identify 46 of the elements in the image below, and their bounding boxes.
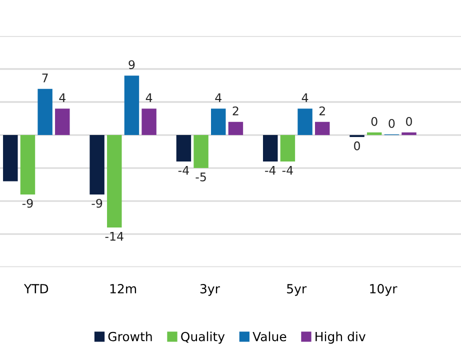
data-label: -5	[196, 172, 206, 182]
bar	[20, 135, 36, 194]
data-label: -9	[22, 198, 33, 208]
bar	[107, 135, 122, 228]
bar	[366, 132, 382, 136]
bar	[176, 135, 192, 162]
data-label: 4	[59, 93, 66, 102]
data-label: 0	[406, 117, 412, 126]
data-label: -4	[282, 166, 293, 175]
legend-label: High div	[316, 332, 366, 344]
data-label: 0	[388, 118, 395, 128]
x-tick-label: 10yr	[370, 284, 398, 296]
x-tick-label: YTD	[24, 284, 48, 294]
legend-label: Growth	[108, 332, 152, 342]
x-tick-label: 12m	[110, 284, 136, 294]
data-label: -4	[178, 166, 189, 175]
bar	[228, 122, 244, 136]
data-label: 7	[42, 74, 48, 82]
bar	[194, 135, 208, 168]
x-tick-label: 5yr	[287, 284, 307, 296]
bar	[142, 108, 156, 136]
bar	[211, 108, 226, 136]
bar	[314, 122, 330, 136]
data-label: 2	[319, 106, 325, 116]
bar	[402, 132, 416, 136]
legend-label: Value	[252, 332, 286, 342]
data-label: -14	[105, 232, 124, 241]
bar	[280, 135, 296, 162]
bar	[3, 135, 18, 182]
bar	[124, 76, 140, 136]
data-label: 9	[128, 60, 135, 70]
x-tick-label: 3yr	[200, 284, 220, 296]
data-label: 0	[371, 117, 378, 126]
data-label: 2	[232, 106, 238, 116]
bar	[262, 135, 278, 162]
data-label: 0	[354, 141, 360, 150]
bar	[90, 135, 104, 194]
data-label: 4	[146, 93, 152, 102]
bar	[38, 88, 52, 136]
bar	[55, 108, 70, 136]
data-label: 4	[215, 93, 222, 102]
data-label: -9	[92, 198, 102, 208]
bar	[298, 108, 312, 136]
data-label: -4	[265, 166, 276, 175]
legend-label: Quality	[181, 332, 225, 344]
data-label: 4	[302, 93, 308, 102]
